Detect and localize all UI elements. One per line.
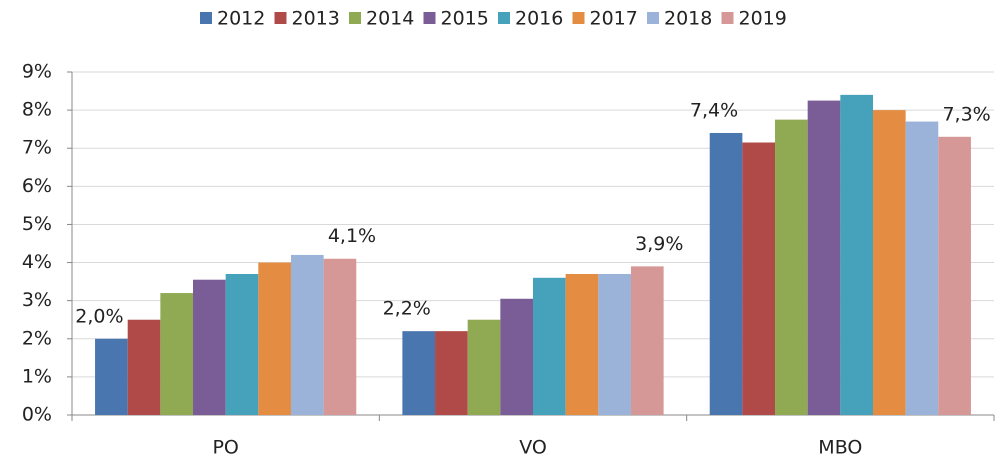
data-label: 7,3%: [942, 103, 990, 125]
legend-label: 2018: [664, 8, 712, 30]
y-tick-label: 5%: [22, 213, 52, 235]
legend-swatch: [200, 12, 212, 24]
legend-label: 2015: [441, 8, 489, 30]
y-tick-label: 1%: [22, 365, 52, 387]
bar: [775, 119, 808, 415]
legend-label: 2019: [739, 8, 787, 30]
bar: [742, 142, 776, 415]
bar: [467, 319, 501, 415]
bar: [872, 110, 906, 415]
bar: [160, 293, 194, 415]
bar: [323, 258, 357, 415]
x-tick-label: PO: [212, 437, 238, 459]
bar: [95, 338, 128, 415]
x-tick-label: VO: [519, 437, 547, 459]
data-label: 2,0%: [75, 305, 123, 327]
legend-label: 2014: [366, 8, 414, 30]
bar: [402, 331, 436, 415]
bar: [258, 262, 291, 415]
legend-swatch: [572, 12, 585, 24]
legend-label: 2017: [590, 8, 638, 30]
bar: [938, 136, 971, 416]
legend-label: 2012: [217, 8, 265, 30]
bar: [435, 331, 468, 415]
bar: [127, 319, 161, 415]
data-label: 7,4%: [690, 99, 738, 121]
data-label: 4,1%: [328, 225, 376, 247]
bar: [709, 132, 743, 415]
y-tick-label: 3%: [22, 289, 52, 311]
bar: [598, 273, 631, 415]
legend-swatch: [498, 12, 510, 24]
y-tick-label: 6%: [22, 175, 52, 197]
bar: [290, 254, 324, 415]
data-label: 2,2%: [383, 298, 431, 320]
bar: [533, 277, 566, 415]
y-tick-label: 9%: [22, 61, 52, 83]
x-tick-label: MBO: [818, 437, 862, 459]
y-tick-label: 4%: [22, 251, 52, 273]
legend-swatch: [647, 12, 659, 24]
bar: [807, 100, 841, 415]
y-tick-label: 0%: [22, 404, 52, 426]
bar: [225, 273, 259, 415]
y-tick-label: 7%: [22, 137, 52, 159]
bar: [565, 273, 599, 415]
legend-swatch: [721, 12, 734, 24]
legend-swatch: [274, 12, 287, 24]
legend-label: 2016: [515, 8, 563, 30]
bar: [840, 94, 873, 415]
y-tick-label: 8%: [22, 99, 52, 121]
bar: [905, 121, 939, 416]
legend-swatch: [423, 12, 436, 24]
data-label: 3,9%: [635, 233, 683, 255]
legend-label: 2013: [292, 8, 340, 30]
bar: [630, 266, 664, 415]
y-tick-label: 2%: [22, 327, 52, 349]
legend-swatch: [349, 12, 361, 24]
bar: [193, 279, 226, 415]
bar: [500, 298, 533, 415]
